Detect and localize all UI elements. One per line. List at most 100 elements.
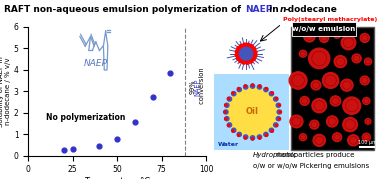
Circle shape <box>299 50 307 57</box>
Circle shape <box>225 118 227 120</box>
Circle shape <box>232 92 236 96</box>
Point <box>150 95 156 98</box>
Circle shape <box>236 44 256 64</box>
Bar <box>291 27 374 150</box>
Circle shape <box>237 88 242 92</box>
Circle shape <box>334 56 347 67</box>
X-axis label: Temperature °C: Temperature °C <box>84 177 150 179</box>
Circle shape <box>228 124 230 127</box>
Circle shape <box>232 128 236 132</box>
Circle shape <box>265 88 268 90</box>
Text: 100 μm: 100 μm <box>358 140 376 145</box>
Bar <box>214 74 289 150</box>
Circle shape <box>225 103 229 107</box>
Circle shape <box>322 73 339 88</box>
Circle shape <box>237 132 242 136</box>
Circle shape <box>257 85 262 89</box>
Circle shape <box>240 44 243 47</box>
Point <box>132 121 138 124</box>
Circle shape <box>311 81 321 90</box>
Circle shape <box>310 120 319 129</box>
Circle shape <box>312 99 327 113</box>
Text: No polymerization: No polymerization <box>46 113 125 122</box>
Text: NAEP: NAEP <box>194 78 200 96</box>
Circle shape <box>225 117 229 121</box>
Circle shape <box>251 84 255 88</box>
Text: w/o/w emulsion: w/o/w emulsion <box>293 26 356 32</box>
Circle shape <box>333 31 341 38</box>
Circle shape <box>365 119 371 124</box>
Circle shape <box>225 104 227 106</box>
Bar <box>293 22 356 36</box>
Circle shape <box>278 104 280 106</box>
Circle shape <box>247 43 250 46</box>
Circle shape <box>274 97 278 101</box>
Circle shape <box>327 116 338 127</box>
Circle shape <box>243 135 248 139</box>
Circle shape <box>299 134 307 141</box>
Text: RAFT non-aqueous emulsion polymerization of: RAFT non-aqueous emulsion polymerization… <box>4 5 244 14</box>
Circle shape <box>236 57 240 60</box>
Text: Water: Water <box>218 142 239 147</box>
Circle shape <box>278 118 280 120</box>
Circle shape <box>253 47 256 50</box>
Circle shape <box>362 133 370 141</box>
Circle shape <box>360 76 369 85</box>
Circle shape <box>276 124 278 127</box>
Point <box>114 137 120 140</box>
Circle shape <box>276 97 278 100</box>
Circle shape <box>244 85 246 87</box>
Circle shape <box>360 33 369 42</box>
Circle shape <box>343 117 358 132</box>
Circle shape <box>237 88 240 90</box>
Circle shape <box>264 132 268 136</box>
Circle shape <box>319 33 328 42</box>
Circle shape <box>259 85 261 87</box>
Circle shape <box>271 92 273 94</box>
Circle shape <box>274 123 278 127</box>
Circle shape <box>232 130 234 132</box>
Text: Poly(stearyl methacrylate): Poly(stearyl methacrylate) <box>284 17 378 22</box>
Text: n: n <box>280 5 286 14</box>
Point <box>167 72 174 74</box>
Point <box>70 148 76 151</box>
Text: Hydrophobic: Hydrophobic <box>253 152 297 158</box>
Circle shape <box>313 134 325 146</box>
Text: Oil: Oil <box>246 107 259 117</box>
Circle shape <box>290 115 303 128</box>
Circle shape <box>237 134 240 136</box>
Point <box>96 145 102 147</box>
Circle shape <box>352 54 361 63</box>
Y-axis label: Solubility of NAEP in
n-dodecane / % v/v: Solubility of NAEP in n-dodecane / % v/v <box>0 56 11 127</box>
Circle shape <box>269 128 274 132</box>
Circle shape <box>341 36 356 50</box>
Text: in: in <box>266 5 282 14</box>
Circle shape <box>235 54 239 57</box>
Circle shape <box>224 111 226 113</box>
Text: conversion: conversion <box>199 68 205 106</box>
Circle shape <box>257 135 262 139</box>
Circle shape <box>330 96 341 106</box>
Text: o/w or w/o/w Pickering emulsions: o/w or w/o/w Pickering emulsions <box>253 163 369 169</box>
Circle shape <box>228 97 230 100</box>
Circle shape <box>252 57 255 61</box>
Point <box>61 149 67 152</box>
Circle shape <box>304 31 315 42</box>
Circle shape <box>276 103 280 107</box>
Circle shape <box>243 43 246 46</box>
Circle shape <box>363 98 370 104</box>
Circle shape <box>228 88 278 136</box>
Circle shape <box>279 111 282 113</box>
Circle shape <box>228 123 232 127</box>
Text: NAEP: NAEP <box>84 59 108 67</box>
Circle shape <box>364 58 372 65</box>
Circle shape <box>249 60 253 63</box>
Circle shape <box>246 61 249 64</box>
Circle shape <box>271 130 273 132</box>
Circle shape <box>237 47 240 50</box>
Circle shape <box>300 96 309 105</box>
Circle shape <box>289 72 307 89</box>
Circle shape <box>251 84 254 86</box>
Circle shape <box>264 88 268 92</box>
Circle shape <box>235 50 239 53</box>
